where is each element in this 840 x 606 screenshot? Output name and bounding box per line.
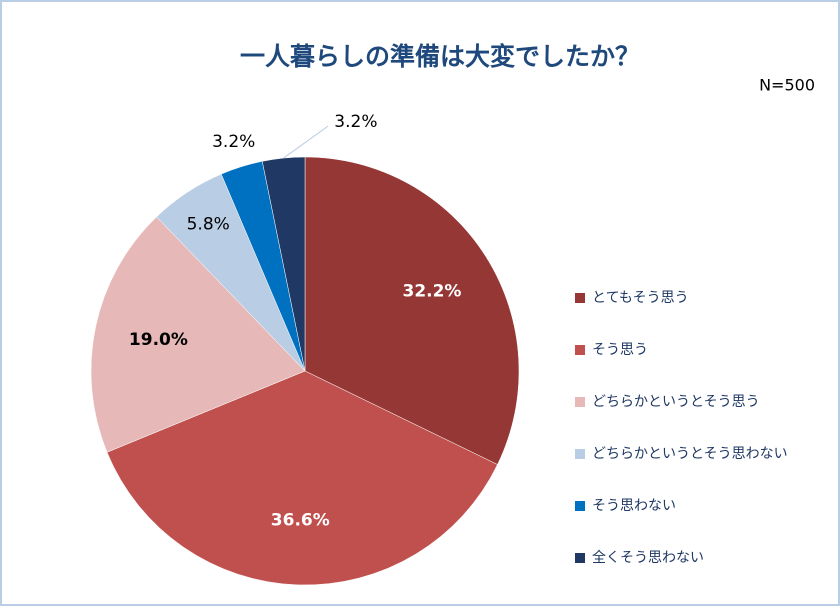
legend-label: どちらかというとそう思う	[592, 394, 760, 410]
chart-title: 一人暮らしの準備は大変でしたか？	[240, 42, 640, 71]
data-label: 3.2%	[334, 112, 377, 132]
legend-label: 全くそう思わない	[592, 549, 704, 566]
legend-swatch	[575, 501, 585, 511]
legend-label: とてもそう思う	[592, 290, 689, 306]
legend-label: そう思う	[592, 342, 648, 358]
legend-label: そう思わない	[592, 498, 676, 514]
data-label: 5.8%	[187, 215, 230, 235]
chart-subtitle: N=500	[759, 76, 815, 95]
legend-swatch	[575, 553, 585, 563]
pie-slice	[304, 156, 520, 465]
legend-swatch	[575, 397, 585, 407]
legend-label: どちらかというとそう思わない	[592, 446, 788, 462]
pie-slice	[90, 216, 306, 453]
data-label: 19.0%	[129, 330, 188, 350]
legend-swatch	[575, 345, 585, 355]
data-label: 32.2%	[402, 282, 461, 302]
data-label: 3.2%	[212, 132, 255, 152]
data-label: 36.6%	[271, 511, 330, 531]
legend-swatch	[575, 449, 585, 459]
pie-slice	[106, 370, 498, 586]
pie-slice	[261, 156, 306, 372]
leader-line	[283, 125, 329, 159]
legend-swatch	[575, 293, 585, 303]
